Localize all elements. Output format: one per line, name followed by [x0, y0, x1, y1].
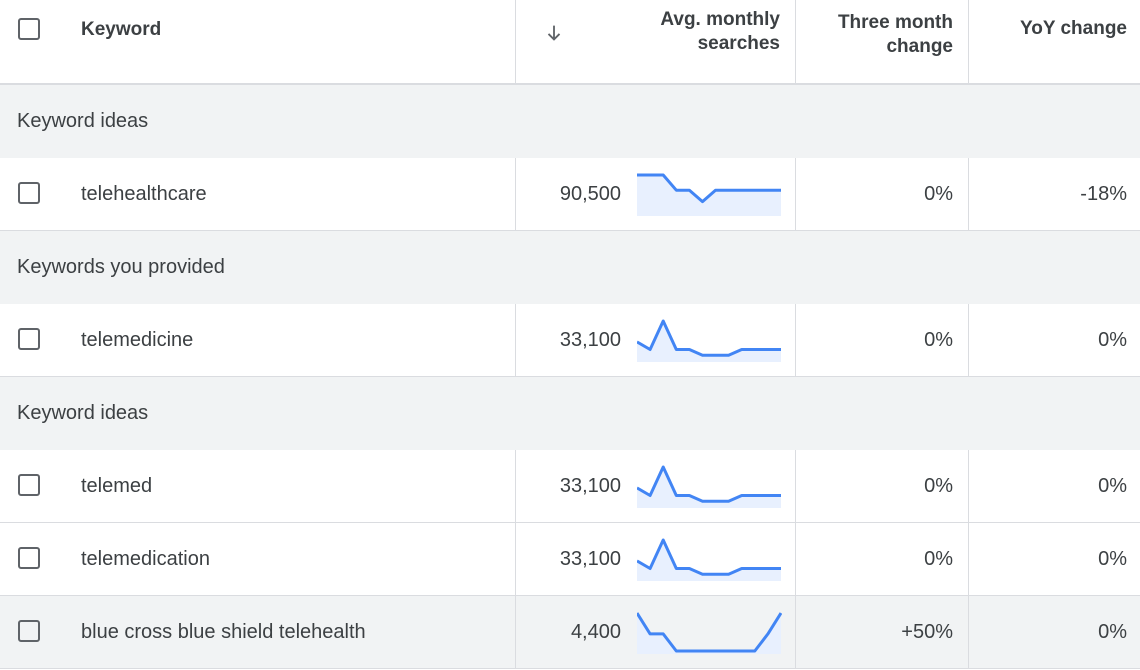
avg-cell: 33,100 — [516, 450, 796, 522]
avg-monthly-searches: 33,100 — [559, 474, 621, 497]
three-cell: +50% — [796, 596, 969, 668]
sparkline-line — [637, 173, 781, 204]
keyword-text: blue cross blue shield telehealth — [81, 620, 366, 643]
avg-monthly-searches: 90,500 — [559, 182, 621, 205]
row-checkbox[interactable] — [18, 547, 40, 569]
three-cell: 0% — [796, 304, 969, 376]
trend-sparkline[interactable] — [637, 464, 782, 509]
keyword-text: telehealthcare — [81, 182, 207, 205]
yoy-change: 0% — [1098, 474, 1127, 497]
keyword-text: telemedicine — [81, 328, 194, 351]
trend-sparkline[interactable] — [637, 537, 782, 582]
header-avg-line2: searches — [697, 33, 780, 54]
header-avg-line1: Avg. monthly — [660, 9, 780, 30]
table-row[interactable]: telehealthcare 90,500 0% -18% — [0, 158, 1140, 231]
group-header: Keyword ideas — [0, 85, 1140, 158]
three-cell: 0% — [796, 523, 969, 595]
sparkline-area — [637, 321, 781, 362]
header-three-label[interactable]: Three month change — [838, 11, 953, 59]
header-yoy-label[interactable]: YoY change — [1020, 17, 1127, 39]
table-header: Keyword Avg. monthly searches Three mont… — [0, 0, 1140, 85]
yoy-change: 0% — [1098, 620, 1127, 643]
header-keyword-cell[interactable]: Keyword — [0, 0, 516, 83]
header-avg-label[interactable]: Avg. monthly searches — [660, 8, 780, 56]
header-keyword-label[interactable]: Keyword — [81, 19, 162, 40]
keyword-cell: telemedication — [0, 523, 516, 595]
row-checkbox[interactable] — [18, 620, 40, 642]
sparkline-line — [637, 465, 781, 503]
sparkline-area — [637, 467, 781, 508]
avg-monthly-searches: 4,400 — [570, 620, 621, 643]
trend-sparkline[interactable] — [637, 172, 782, 217]
sparkline-line — [637, 319, 781, 357]
group-header: Keywords you provided — [0, 231, 1140, 304]
avg-cell: 33,100 — [516, 523, 796, 595]
table-row[interactable]: telemedicine 33,100 0% 0% — [0, 304, 1140, 377]
row-checkbox[interactable] — [18, 328, 40, 350]
yoy-cell: -18% — [969, 158, 1140, 230]
three-month-change: +50% — [901, 620, 953, 643]
yoy-cell: 0% — [969, 450, 1140, 522]
yoy-cell: 0% — [969, 304, 1140, 376]
yoy-cell: 0% — [969, 596, 1140, 668]
avg-cell: 33,100 — [516, 304, 796, 376]
arrow-down-icon[interactable] — [543, 22, 565, 44]
table-row[interactable]: telemedication 33,100 0% 0% — [0, 523, 1140, 596]
keyword-cell: telemedicine — [0, 304, 516, 376]
trend-sparkline[interactable] — [637, 318, 782, 363]
avg-monthly-searches: 33,100 — [559, 547, 621, 570]
yoy-change: 0% — [1098, 547, 1127, 570]
three-month-change: 0% — [924, 328, 953, 351]
yoy-change: 0% — [1098, 328, 1127, 351]
yoy-change: -18% — [1080, 182, 1127, 205]
table-row[interactable]: blue cross blue shield telehealth 4,400 … — [0, 596, 1140, 669]
header-three-line2: change — [886, 35, 953, 57]
group-header: Keyword ideas — [0, 377, 1140, 450]
row-checkbox[interactable] — [18, 474, 40, 496]
sparkline-area — [637, 540, 781, 581]
sparkline-area — [637, 613, 781, 654]
header-yoy-cell[interactable]: YoY change — [969, 0, 1140, 83]
avg-monthly-searches: 33,100 — [559, 328, 621, 351]
header-avg-cell[interactable]: Avg. monthly searches — [516, 0, 796, 83]
three-month-change: 0% — [924, 547, 953, 570]
keyword-text: telemed — [81, 474, 153, 497]
keyword-cell: telemed — [0, 450, 516, 522]
sparkline-line — [637, 538, 781, 576]
trend-sparkline[interactable] — [637, 610, 782, 655]
row-checkbox[interactable] — [18, 182, 40, 204]
three-month-change: 0% — [924, 474, 953, 497]
yoy-cell: 0% — [969, 523, 1140, 595]
keyword-text: telemedication — [81, 547, 210, 570]
three-month-change: 0% — [924, 182, 953, 205]
select-all-checkbox[interactable] — [18, 18, 40, 40]
header-three-cell[interactable]: Three month change — [796, 0, 969, 83]
sparkline-area — [637, 175, 781, 216]
header-three-line1: Three month — [837, 11, 953, 33]
three-cell: 0% — [796, 450, 969, 522]
table-row[interactable]: telemed 33,100 0% 0% — [0, 450, 1140, 523]
keyword-cell: telehealthcare — [0, 158, 516, 230]
keyword-cell: blue cross blue shield telehealth — [0, 596, 516, 668]
three-cell: 0% — [796, 158, 969, 230]
sparkline-line — [637, 612, 782, 653]
avg-cell: 90,500 — [516, 158, 796, 230]
avg-cell: 4,400 — [516, 596, 796, 668]
